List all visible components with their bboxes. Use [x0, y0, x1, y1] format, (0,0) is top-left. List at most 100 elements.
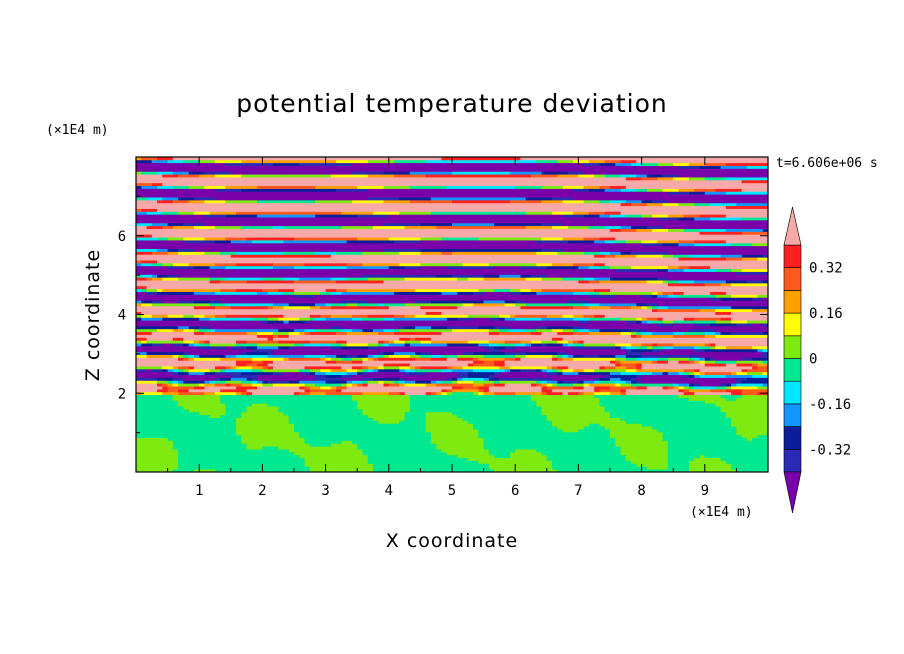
field-cell [362, 225, 369, 229]
field-cell [367, 374, 374, 378]
field-cell [241, 214, 247, 218]
field-cell [278, 386, 284, 390]
field-cell [325, 205, 332, 209]
field-cell [330, 328, 337, 333]
field-cell [309, 308, 316, 313]
field-cell [136, 363, 142, 367]
field-cell [278, 328, 284, 333]
field-cell [241, 182, 247, 187]
field-cell [220, 251, 226, 255]
field-cell [225, 337, 232, 341]
field-cell [183, 377, 190, 381]
field-cell [367, 391, 374, 396]
field-cell [351, 443, 358, 447]
field-cell [336, 420, 342, 424]
field-cell [330, 294, 337, 298]
field-cell [304, 231, 311, 235]
field-cell [162, 305, 168, 310]
field-cell [272, 228, 279, 232]
field-cell [236, 337, 242, 341]
field-cell [188, 208, 195, 212]
field-cell [199, 466, 205, 470]
field-cell [336, 251, 342, 255]
field-cell [304, 211, 311, 215]
field-cell [225, 440, 232, 444]
field-cell [262, 271, 269, 275]
field-cell [367, 257, 374, 261]
field-cell [267, 446, 274, 450]
field-cell [188, 420, 195, 424]
field-cell [325, 423, 332, 427]
field-cell [204, 366, 211, 370]
field-cell [325, 417, 332, 421]
field-cell [325, 202, 332, 207]
field-cell [241, 291, 247, 295]
field-cell [330, 414, 337, 418]
field-cell [336, 317, 342, 321]
field-cell [193, 311, 200, 315]
field-cell [315, 351, 321, 355]
field-cell [267, 199, 274, 204]
field-cell [220, 420, 226, 424]
field-cell [330, 386, 337, 390]
field-cell [204, 291, 211, 295]
field-cell [162, 328, 168, 333]
field-cell [204, 231, 211, 235]
field-cell [362, 265, 369, 270]
field-cell [209, 426, 216, 430]
field-cell [236, 254, 242, 258]
field-cell [325, 159, 332, 164]
field-cell [357, 406, 363, 410]
field-cell [272, 443, 279, 447]
field-cell [241, 231, 247, 235]
field-cell [225, 294, 232, 298]
field-cell [162, 300, 168, 304]
field-cell [141, 417, 147, 421]
field-cell [267, 225, 274, 229]
field-cell [272, 383, 279, 387]
field-cell [167, 205, 174, 209]
field-cell [288, 429, 295, 433]
field-cell [251, 274, 258, 278]
field-cell [262, 262, 269, 267]
field-cell [183, 251, 190, 255]
field-cell [325, 294, 332, 298]
field-cell [294, 363, 300, 367]
field-cell [299, 417, 305, 421]
field-cell [241, 366, 247, 370]
field-cell [236, 217, 242, 221]
field-cell [204, 351, 211, 355]
field-cell [172, 446, 179, 450]
field-cell [215, 300, 221, 304]
field-cell [362, 391, 369, 396]
field-cell [136, 317, 142, 321]
field-cell [215, 331, 221, 335]
field-cell [304, 388, 311, 393]
field-cell [257, 168, 263, 172]
field-cell [278, 374, 284, 378]
field-cell [199, 386, 205, 390]
field-cell [193, 429, 200, 433]
field-cell [315, 380, 321, 384]
field-cell [225, 311, 232, 315]
field-cell [341, 162, 348, 166]
field-cell [283, 303, 290, 307]
field-cell [230, 423, 237, 427]
field-cell [320, 348, 326, 353]
field-cell [251, 414, 258, 418]
field-cell [257, 225, 263, 229]
field-cell [336, 325, 342, 330]
field-cell [336, 265, 342, 270]
field-cell [272, 174, 279, 178]
field-cell [188, 377, 195, 381]
field-cell [267, 308, 274, 313]
field-cell [146, 300, 153, 304]
field-cell [299, 214, 305, 218]
field-cell [267, 177, 274, 181]
field-cell [146, 368, 153, 373]
field-cell [162, 411, 168, 416]
field-cell [346, 205, 353, 209]
field-cell [262, 409, 269, 413]
field-cell [267, 360, 274, 364]
field-cell [246, 199, 253, 204]
